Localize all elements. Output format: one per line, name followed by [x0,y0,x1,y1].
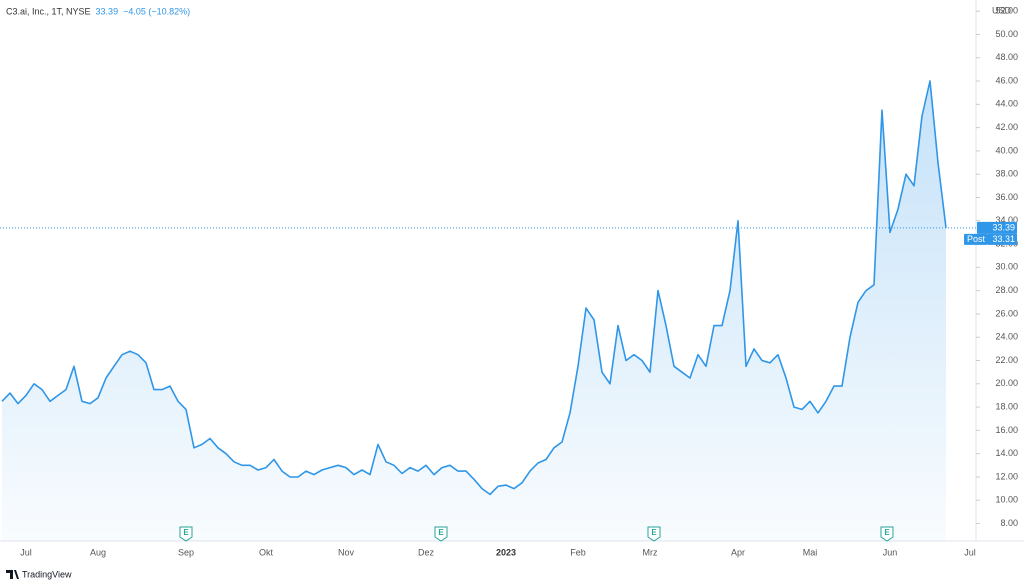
x-tick-label: Aug [90,547,106,557]
y-tick-label: 10.00 [995,495,1018,505]
x-tick-label: Apr [731,547,745,557]
x-tick-label: Sep [178,547,194,557]
earnings-badge [880,526,894,542]
y-tick-label: 24.00 [995,332,1018,342]
y-tick-label: 50.00 [995,29,1018,39]
y-tick-label: 12.00 [995,471,1018,481]
y-tick-label: 46.00 [995,75,1018,85]
currency: USD [992,5,1012,15]
y-tick-label: 28.00 [995,285,1018,295]
x-tick-label: Jul [964,547,976,557]
price-line [1,80,947,496]
x-tick-label: Feb [570,547,586,557]
earnings-marker: E [647,526,661,542]
price-change: −4.05 (−10.82%) [123,6,190,16]
y-tick-label: 34.00 [995,215,1018,225]
last-price: 33.39 [96,6,119,16]
y-tick-label: 14.00 [995,448,1018,458]
earnings-badge [179,526,193,542]
y-tick-label: 42.00 [995,122,1018,132]
earnings-label: E [651,528,657,537]
earnings-label: E [884,528,890,537]
y-tick-label: 26.00 [995,308,1018,318]
y-tick-label: 16.00 [995,425,1018,435]
legend: C3.ai, Inc., 1T, NYSE 33.39 −4.05 (−10.8… [6,6,190,16]
x-tick-label: 2023 [496,547,516,557]
y-tick-label: 48.00 [995,52,1018,62]
area-fill [2,81,946,541]
y-tick-label: 18.00 [995,401,1018,411]
earnings-badge [647,526,661,542]
x-tick-label: Okt [259,547,274,557]
y-tick-label: 20.00 [995,378,1018,388]
earnings-marker: E [179,526,193,542]
y-tick-label: 22.00 [995,355,1018,365]
last-price-label: 33.39 [992,222,1015,232]
earnings-label: E [183,528,189,537]
y-tick-label: 44.00 [995,99,1018,109]
earnings-label: E [438,528,444,537]
earnings-marker: E [880,526,894,542]
x-tick-label: Mrz [643,547,658,557]
post-price-box [988,233,1017,245]
x-tick-label: Jul [20,547,32,557]
tradingview-logo: TradingView [6,569,72,579]
brand: TradingView [22,569,72,579]
post-tag [964,233,988,245]
symbol: C3.ai, Inc., 1T, NYSE [6,6,91,16]
x-tick-label: Jun [883,547,898,557]
y-tick-label: 52.00 [995,6,1018,16]
x-tick-label: Mai [803,547,818,557]
y-tick-label: 38.00 [995,169,1018,179]
last-price-box [977,221,1017,234]
earnings-badge [434,526,448,542]
y-tick-label: 40.00 [995,145,1018,155]
x-tick-label: Dez [418,547,435,557]
y-tick-label: 30.00 [995,262,1018,272]
y-tick-label: 36.00 [995,192,1018,202]
post-label: Post [967,234,986,244]
post-price-label: 33.31 [992,234,1015,244]
x-tick-label: Nov [338,547,355,557]
earnings-marker: E [434,526,448,542]
y-tick-label: 8.00 [1000,518,1018,528]
